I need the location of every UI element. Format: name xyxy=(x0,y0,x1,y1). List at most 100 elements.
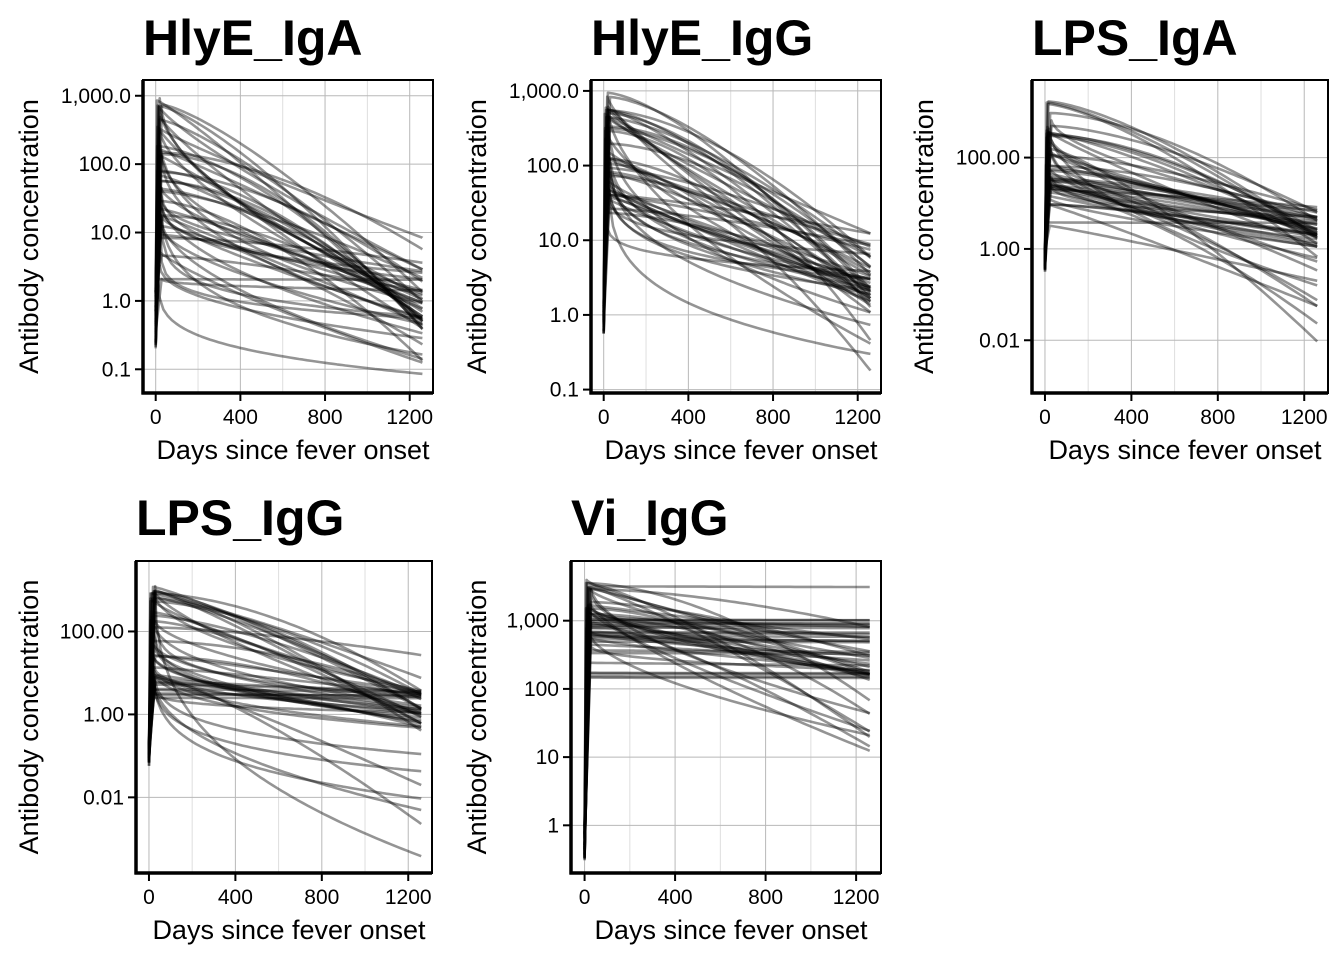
series-line xyxy=(147,653,422,757)
y-axis-label: Antibody concentration xyxy=(909,99,939,374)
series-line xyxy=(583,636,870,855)
y-axis-label: Antibody concentration xyxy=(462,580,492,855)
series-line xyxy=(1043,134,1318,253)
series-line xyxy=(154,216,423,361)
series-line xyxy=(583,612,871,855)
series-line xyxy=(154,264,423,340)
series-line xyxy=(147,626,422,763)
y-tick-label: 100.00 xyxy=(956,147,1020,170)
series-line xyxy=(1043,221,1318,270)
series-line xyxy=(583,581,871,830)
series-line xyxy=(147,654,422,746)
x-tick-label: 800 xyxy=(756,406,791,429)
series-line xyxy=(602,164,871,324)
series-line xyxy=(602,109,872,332)
series-line xyxy=(583,643,870,827)
series-line xyxy=(154,125,424,330)
series-line xyxy=(1043,188,1318,252)
series-line xyxy=(583,675,870,839)
x-tick-label: 1200 xyxy=(1281,406,1328,429)
series-line xyxy=(154,131,423,311)
x-tick-label: 1200 xyxy=(834,406,881,429)
y-tick-label: 100.00 xyxy=(60,620,124,643)
series-line xyxy=(1043,154,1318,263)
series-line xyxy=(154,179,424,323)
series-line xyxy=(154,226,423,326)
series-line xyxy=(602,105,872,314)
series-line xyxy=(1043,163,1318,266)
series-line xyxy=(147,590,422,763)
series-line xyxy=(147,680,422,751)
series-group xyxy=(154,97,424,376)
series-line xyxy=(154,196,423,338)
series-line xyxy=(1043,133,1318,269)
series-line xyxy=(147,619,422,761)
series-line xyxy=(147,591,422,758)
y-tick-label: 1.00 xyxy=(83,703,124,726)
series-line xyxy=(602,95,872,324)
series-line xyxy=(154,154,424,318)
series-line xyxy=(583,606,871,833)
series-line xyxy=(147,610,422,746)
series-line xyxy=(602,188,871,308)
series-line xyxy=(583,626,871,850)
series-line xyxy=(1043,163,1318,262)
y-tick-label: 100.0 xyxy=(78,153,131,176)
x-tick-label: 0 xyxy=(143,886,155,909)
series-line xyxy=(1043,185,1318,302)
y-tick-label: 100.0 xyxy=(526,155,579,178)
series-line xyxy=(583,608,870,826)
series-line xyxy=(1043,124,1318,258)
series-line xyxy=(147,617,422,750)
series-line xyxy=(154,144,424,321)
y-tick-label: 1.0 xyxy=(102,290,131,313)
series-line xyxy=(147,676,422,812)
series-line xyxy=(602,126,871,320)
series-line xyxy=(602,161,872,372)
series-line xyxy=(1043,111,1318,250)
series-line xyxy=(154,157,423,356)
series-line xyxy=(1043,177,1318,262)
series-line xyxy=(602,142,872,317)
series-line xyxy=(154,152,424,342)
series-line xyxy=(602,115,872,306)
series-line xyxy=(602,158,871,327)
series-line xyxy=(1043,178,1318,262)
series-line xyxy=(602,156,871,322)
series-line xyxy=(602,108,872,334)
y-tick-label: 1,000.0 xyxy=(61,85,131,108)
series-line xyxy=(583,621,870,835)
series-line xyxy=(154,206,423,343)
series-line xyxy=(154,170,424,292)
series-line xyxy=(583,671,870,838)
series-line xyxy=(147,590,422,756)
series-line xyxy=(147,674,422,826)
series-line xyxy=(1043,136,1318,263)
series-line xyxy=(583,602,871,849)
series-line xyxy=(147,600,422,759)
series-line xyxy=(583,637,870,846)
series-line xyxy=(583,632,871,861)
series-line xyxy=(602,193,871,305)
x-tick-label: 400 xyxy=(223,406,258,429)
series-line xyxy=(602,115,872,323)
series-line xyxy=(602,109,872,345)
series-line xyxy=(154,199,424,362)
x-tick-label: 0 xyxy=(1039,406,1051,429)
series-line xyxy=(154,200,423,312)
series-line xyxy=(154,212,423,326)
series-line xyxy=(147,684,422,760)
series-line xyxy=(1043,180,1318,251)
y-axis-label: Antibody concentration xyxy=(14,580,44,855)
series-line xyxy=(583,624,870,836)
series-line xyxy=(1043,184,1318,273)
series-line xyxy=(583,611,870,848)
series-line xyxy=(154,118,424,303)
series-line xyxy=(154,267,423,376)
series-line xyxy=(147,585,422,762)
series-line xyxy=(154,216,423,319)
series-line xyxy=(1043,185,1318,251)
series-line xyxy=(583,615,871,859)
panel-hlye-iga: HlyE_IgA 0 400 800 1200 1,000.0 100.0 10.0 1.0 0.… xyxy=(14,10,434,465)
series-line xyxy=(602,91,872,317)
